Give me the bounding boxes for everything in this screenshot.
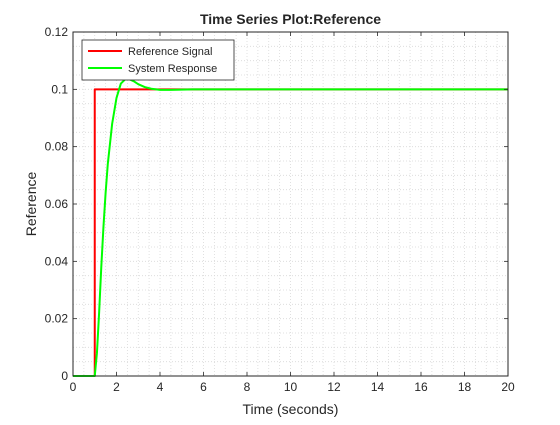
ticks-layer: 0 2 4 6 8 10 12 14 16 18 20 0 0.02 0.04 0.06 0.08 0.1 0.1… xyxy=(45,25,515,394)
x-tick-label: 4 xyxy=(157,380,164,394)
x-tick-label: 14 xyxy=(371,380,385,394)
y-tick-label: 0.02 xyxy=(45,312,69,326)
legend-label: Reference Signal xyxy=(128,46,212,58)
x-tick-label: 12 xyxy=(327,380,341,394)
x-tick-label: 16 xyxy=(414,380,428,394)
x-tick-label: 2 xyxy=(113,380,120,394)
x-tick-label: 8 xyxy=(244,380,251,394)
x-tick-label: 10 xyxy=(284,380,298,394)
y-tick-label: 0 xyxy=(61,369,68,383)
x-tick-label: 0 xyxy=(70,380,77,394)
x-tick-label: 6 xyxy=(200,380,207,394)
x-tick-label: 18 xyxy=(458,380,472,394)
x-axis-label: Time (seconds) xyxy=(243,401,339,417)
x-tick-label: 20 xyxy=(501,380,515,394)
legend-box xyxy=(81,39,235,81)
y-tick-label: 0.06 xyxy=(45,197,69,211)
y-tick-label: 0.12 xyxy=(45,25,69,39)
y-tick-label: 0.04 xyxy=(45,254,69,268)
legend-label: System Response xyxy=(128,63,217,75)
chart-title: Time Series Plot:Reference xyxy=(200,11,381,27)
y-tick-label: 0.08 xyxy=(45,140,69,154)
y-tick-label: 0.1 xyxy=(51,82,68,96)
y-axis-label: Reference xyxy=(23,171,39,236)
legend: Reference Signal System Response xyxy=(81,39,235,81)
